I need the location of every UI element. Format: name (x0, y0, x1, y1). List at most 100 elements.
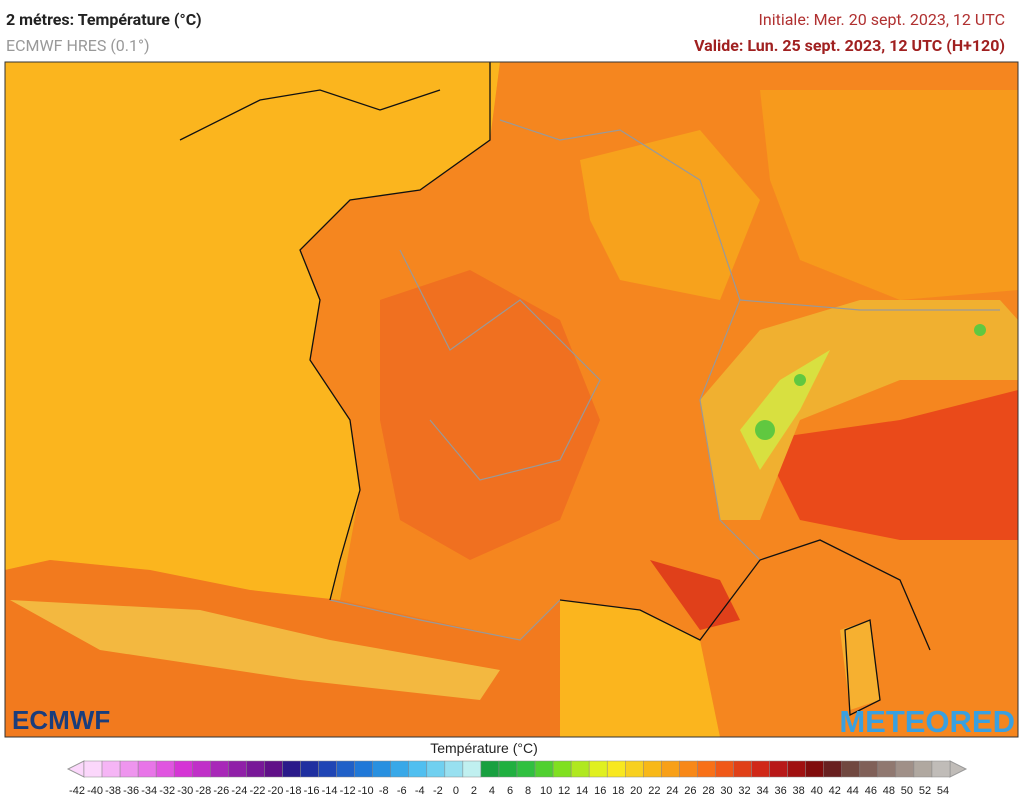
colorbar-label: 8 (525, 785, 531, 797)
colorbar-label: -42 (69, 785, 85, 797)
colorbar-swatch (679, 760, 698, 778)
colorbar-swatch (931, 760, 951, 778)
colorbar-label: 30 (720, 785, 732, 797)
colorbar-swatch (300, 760, 319, 778)
colorbar-label: -36 (123, 785, 139, 797)
colorbar-swatch (210, 760, 229, 778)
colorbar-label: 18 (612, 785, 624, 797)
colorbar-label: -2 (433, 785, 443, 797)
colorbar-label: -32 (159, 785, 175, 797)
colorbar-label: -18 (286, 785, 302, 797)
colorbar-label: -20 (268, 785, 284, 797)
colorbar-swatch (661, 760, 680, 778)
colorbar-swatch (408, 760, 428, 778)
colorbar-swatch (841, 760, 861, 778)
colorbar-label: 48 (883, 785, 895, 797)
colorbar-swatch (570, 760, 590, 778)
colorbar-swatch (228, 760, 247, 778)
colorbar-label: -16 (304, 785, 320, 797)
colorbar-swatch (859, 760, 879, 778)
colorbar-label: 40 (811, 785, 823, 797)
colorbar-swatch (588, 760, 608, 778)
colorbar-label: 16 (594, 785, 606, 797)
colorbar-swatch (318, 760, 337, 778)
colorbar-swatch (606, 760, 626, 778)
colorbar-swatch (787, 760, 806, 778)
colorbar-swatch (733, 760, 752, 778)
colorbar-swatch (83, 760, 103, 778)
colorbar-label: -4 (415, 785, 425, 797)
colorbar-swatch (119, 760, 139, 778)
colorbar-label: 12 (558, 785, 570, 797)
colorbar-swatch (895, 760, 915, 778)
colorbar-swatch (805, 760, 824, 778)
colorbar-label: 24 (666, 785, 678, 797)
colorbar-label: -34 (141, 785, 157, 797)
colorbar-swatch (516, 760, 536, 778)
colorbar-swatch (823, 760, 842, 778)
colorbar-swatch (480, 760, 500, 778)
colorbar-swatch (354, 760, 373, 778)
colorbar-swatch (534, 760, 554, 778)
colorbar-swatch (390, 760, 410, 778)
initial-time: Initiale: Mer. 20 sept. 2023, 12 UTC (758, 10, 1005, 29)
colorbar-swatch (697, 760, 716, 778)
colorbar-label: 14 (576, 785, 588, 797)
colorbar-swatch (372, 760, 391, 778)
map-frame (4, 61, 1019, 738)
colorbar-label: -26 (213, 785, 229, 797)
colorbar-swatch (137, 760, 157, 778)
colorbar-label: -30 (177, 785, 193, 797)
colorbar-swatch (715, 760, 734, 778)
colorbar-swatch (426, 760, 446, 778)
colorbar-label: -10 (358, 785, 374, 797)
colorbar-label: 42 (829, 785, 841, 797)
colorbar-label: 22 (648, 785, 660, 797)
colorbar-label: 26 (684, 785, 696, 797)
borders (329, 119, 1000, 641)
colorbar-swatch (552, 760, 572, 778)
colorbar-label: 46 (865, 785, 877, 797)
colorbar-label: 6 (507, 785, 513, 797)
temperature-field (5, 62, 1018, 737)
colorbar-label: 36 (775, 785, 787, 797)
colorbar-swatch (336, 760, 355, 778)
colorbar-label: 34 (756, 785, 768, 797)
colorbar-swatch (444, 760, 464, 778)
colorbar-label: -14 (322, 785, 338, 797)
colorbar-swatch (173, 760, 193, 778)
colorbar-swatch (877, 760, 897, 778)
colorbar-end (949, 760, 968, 778)
colorbar-label: -40 (87, 785, 103, 797)
coastlines (179, 62, 931, 717)
colorbar-swatch (751, 760, 770, 778)
colorbar-swatch (155, 760, 175, 778)
colorbar-swatch (625, 760, 644, 778)
colorbar-label: -6 (397, 785, 407, 797)
colorbar-label: 10 (540, 785, 552, 797)
colorbar-label: -38 (105, 785, 121, 797)
colorbar-label: 38 (793, 785, 805, 797)
ecmwf-logo: ECMWF (12, 705, 110, 735)
colorbar-label: 50 (901, 785, 913, 797)
colorbar-label: 2 (471, 785, 477, 797)
colorbar-swatch (913, 760, 933, 778)
colorbar-swatch (101, 760, 121, 778)
colorbar-swatch (643, 760, 662, 778)
colorbar-end (66, 760, 85, 778)
colorbar-label: 4 (489, 785, 495, 797)
colorbar-label: 54 (937, 785, 949, 797)
colorbar-swatch (282, 760, 301, 778)
colorbar-label: 28 (702, 785, 714, 797)
valid-time: Valide: Lun. 25 sept. 2023, 12 UTC (H+12… (694, 36, 1005, 55)
colorbar-label: -24 (231, 785, 247, 797)
colorbar-label: 52 (919, 785, 931, 797)
colorbar-swatch (769, 760, 788, 778)
legend-title: Température (°C) (430, 740, 538, 756)
colorbar-label: -22 (249, 785, 265, 797)
colorbar-swatch (498, 760, 518, 778)
meteored-logo: METEORED (839, 704, 1015, 739)
colorbar-swatch (462, 760, 482, 778)
